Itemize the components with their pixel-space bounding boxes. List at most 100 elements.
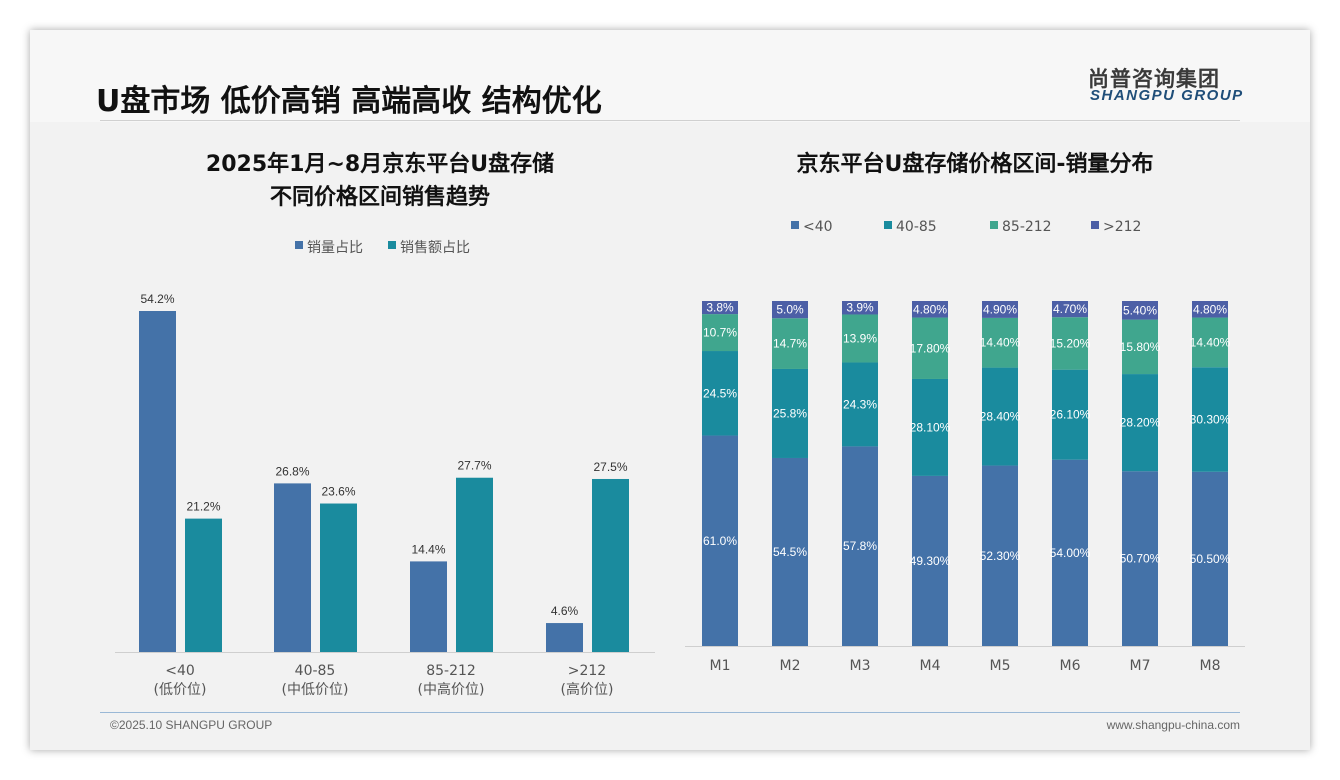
x-tick-label: M8 xyxy=(1200,658,1221,674)
x-tick-label: 85-212 xyxy=(426,663,476,679)
data-label: 57.8% xyxy=(843,539,877,553)
stacked-bar-segment xyxy=(1122,319,1158,375)
header-divider xyxy=(100,120,1240,121)
x-tick-label: M6 xyxy=(1060,658,1081,674)
data-label: 28.10% xyxy=(910,420,951,434)
data-label: 54.5% xyxy=(773,545,807,559)
legend-label: >212 xyxy=(1103,219,1141,235)
legend-swatch-1 xyxy=(884,221,892,229)
data-label: 54.00% xyxy=(1050,546,1091,560)
data-label: 54.2% xyxy=(140,292,174,306)
stacked-bar-segment xyxy=(1192,471,1228,646)
data-label: 4.90% xyxy=(983,302,1017,316)
stacked-bar-segment xyxy=(912,378,948,476)
right-chart-title: 京东平台U盘存储价格区间-销量分布 xyxy=(797,151,1154,177)
data-label: 25.8% xyxy=(773,406,807,420)
logo-english: SHANGPU GROUP xyxy=(1090,87,1244,104)
stacked-bar-segment xyxy=(982,317,1018,368)
data-label: 28.40% xyxy=(980,410,1021,424)
stacked-bar-segment xyxy=(1192,367,1228,472)
stacked-bar-segment xyxy=(772,301,808,319)
data-label: 23.6% xyxy=(321,485,355,499)
bar xyxy=(274,483,311,652)
x-tick-label: M4 xyxy=(920,658,941,674)
x-tick-label: M3 xyxy=(850,658,871,674)
left-chart-title-line1: 2025年1月~8月京东平台U盘存储 xyxy=(206,151,554,177)
bar xyxy=(592,478,629,652)
data-label: 30.30% xyxy=(1190,413,1231,427)
stacked-bar-segment xyxy=(912,475,948,646)
stacked-bar-segment xyxy=(1192,301,1228,318)
stacked-bar-segment xyxy=(702,351,738,436)
x-tick-sublabel: (中高价位) xyxy=(418,681,485,698)
data-label: 5.40% xyxy=(1123,303,1157,317)
x-tick-label: M2 xyxy=(780,658,801,674)
header-band xyxy=(30,30,1310,122)
stacked-bar-segment xyxy=(912,317,948,379)
data-label: 15.80% xyxy=(1120,340,1161,354)
logo-chinese: 尚普咨询集团 xyxy=(1088,67,1220,91)
x-tick-sublabel: (高价位) xyxy=(561,681,614,698)
data-label: 4.80% xyxy=(913,302,947,316)
data-label: 52.30% xyxy=(980,549,1021,563)
stacked-bar-segment xyxy=(772,368,808,458)
stacked-bar-segment xyxy=(1052,301,1088,318)
x-tick-label: 40-85 xyxy=(295,663,336,679)
data-label: 13.9% xyxy=(843,331,877,345)
stacked-bar-segment xyxy=(702,314,738,352)
bar xyxy=(456,477,493,652)
stacked-bar-segment xyxy=(772,457,808,646)
page-title: U盘市场 低价高销 高端高收 结构优化 xyxy=(96,84,602,119)
bar xyxy=(320,503,357,652)
x-tick-label: M7 xyxy=(1130,658,1151,674)
x-tick-label: >212 xyxy=(568,663,606,679)
data-label: 14.40% xyxy=(1190,335,1231,349)
stacked-bar-segment xyxy=(842,362,878,447)
data-label: 17.80% xyxy=(910,341,951,355)
data-label: 50.70% xyxy=(1120,552,1161,566)
x-tick-label: M1 xyxy=(710,658,731,674)
data-label: 4.70% xyxy=(1053,302,1087,316)
stacked-bar-segment xyxy=(912,301,948,318)
data-label: 4.6% xyxy=(551,604,579,618)
data-label: 26.8% xyxy=(275,464,309,478)
stacked-bar-segment xyxy=(842,446,878,646)
x-tick-sublabel: (低价位) xyxy=(154,682,207,698)
data-label: 49.30% xyxy=(910,554,951,568)
bar xyxy=(410,561,447,652)
stacked-bar-segment xyxy=(1122,374,1158,472)
legend-label: <40 xyxy=(803,219,833,235)
footer-website: www.shangpu-china.com xyxy=(1106,718,1240,732)
data-label: 14.4% xyxy=(411,542,445,556)
stacked-bar-segment xyxy=(702,435,738,646)
bar xyxy=(185,518,222,652)
footer-copyright: ©2025.10 SHANGPU GROUP xyxy=(110,718,273,732)
legend-swatch-0 xyxy=(791,221,799,229)
legend-swatch-3 xyxy=(1091,221,1099,229)
footer-divider xyxy=(100,712,1240,713)
data-label: 15.20% xyxy=(1050,336,1091,350)
data-label: 26.10% xyxy=(1050,408,1091,422)
data-label: 24.5% xyxy=(703,386,737,400)
slide: U盘市场 低价高销 高端高收 结构优化 尚普咨询集团 SHANGPU GROUP… xyxy=(30,30,1310,750)
x-tick-label: M5 xyxy=(990,658,1011,674)
stacked-bar-segment xyxy=(1122,301,1158,320)
legend-label: 85-212 xyxy=(1002,219,1052,235)
stacked-bar-segment xyxy=(1052,317,1088,370)
bar xyxy=(139,311,176,652)
stacked-bar-segment xyxy=(772,318,808,369)
data-label: 27.5% xyxy=(593,460,627,474)
data-label: 3.8% xyxy=(706,301,734,315)
stacked-bar-segment xyxy=(1122,471,1158,646)
stacked-bar-segment xyxy=(982,301,1018,318)
stacked-bar-segment xyxy=(982,465,1018,646)
stacked-bar-segment xyxy=(1052,459,1088,646)
legend-swatch-0 xyxy=(295,241,303,249)
stacked-bar-segment xyxy=(1052,369,1088,460)
stacked-bar-segment xyxy=(1192,317,1228,368)
data-label: 10.7% xyxy=(703,326,737,340)
legend-label: 销售额占比 xyxy=(400,240,470,256)
legend-label: 销量占比 xyxy=(307,240,363,256)
data-label: 50.50% xyxy=(1190,552,1231,566)
